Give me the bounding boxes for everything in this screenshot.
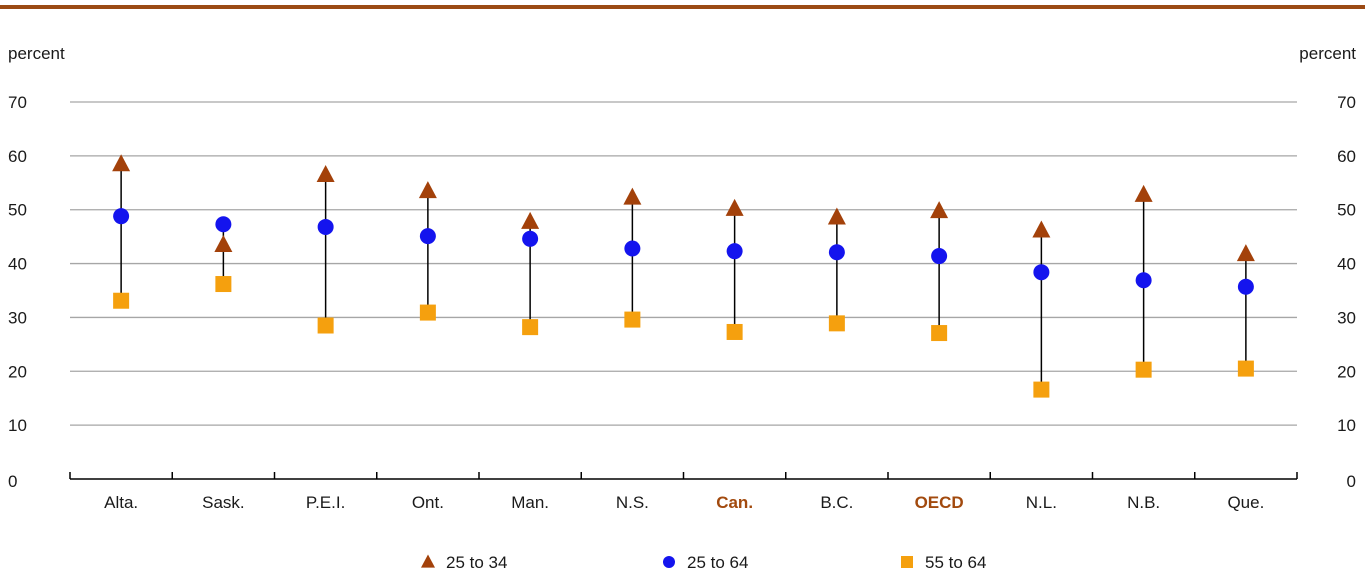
point-55-to-64 xyxy=(1033,381,1050,398)
y-tick-label-right: 30 xyxy=(1337,308,1356,327)
point-25-to-34 xyxy=(827,207,846,225)
y-tick-label-right: 60 xyxy=(1337,147,1356,166)
y-tick-label-left: 40 xyxy=(8,255,27,274)
data-markers xyxy=(112,154,1255,398)
x-category-label: Sask. xyxy=(202,493,245,512)
y-tick-label-right: 40 xyxy=(1337,255,1356,274)
legend-label: 25 to 34 xyxy=(446,553,507,572)
point-55-to-64 xyxy=(931,325,948,342)
y-tick-label-left: 60 xyxy=(8,147,27,166)
point-25-to-64 xyxy=(624,240,641,257)
y-tick-label-left: 0 xyxy=(8,472,17,491)
point-25-to-34 xyxy=(521,211,540,229)
point-55-to-64 xyxy=(113,292,130,309)
right-axis-unit-label: percent xyxy=(1299,44,1356,63)
legend-circle-icon xyxy=(663,556,675,568)
connector-lines xyxy=(120,163,1247,390)
point-55-to-64 xyxy=(726,323,743,340)
point-25-to-64 xyxy=(317,218,334,235)
point-55-to-64 xyxy=(624,311,641,328)
point-25-to-64 xyxy=(1135,272,1152,289)
point-25-to-34 xyxy=(418,181,437,199)
legend-triangle-icon xyxy=(421,554,435,568)
y-tick-label-left: 20 xyxy=(8,362,27,381)
y-tick-label-right: 50 xyxy=(1337,201,1356,220)
legend-label: 55 to 64 xyxy=(925,553,986,572)
left-axis-unit-label: percent xyxy=(8,44,65,63)
y-tick-label-left: 30 xyxy=(8,308,27,327)
point-55-to-64 xyxy=(522,319,539,336)
x-category-label: P.E.I. xyxy=(306,493,345,512)
legend: 25 to 34 25 to 64 55 to 64 xyxy=(421,553,986,572)
legend-label: 25 to 64 xyxy=(687,553,748,572)
point-55-to-64 xyxy=(419,304,436,321)
legend-square-icon xyxy=(901,556,913,568)
point-25-to-64 xyxy=(828,244,845,261)
x-category-label: N.B. xyxy=(1127,493,1160,512)
point-25-to-34 xyxy=(930,201,949,219)
y-tick-label-right: 0 xyxy=(1347,472,1356,491)
point-25-to-34 xyxy=(623,187,642,205)
x-category-label: OECD xyxy=(915,493,964,512)
top-rule xyxy=(0,5,1365,9)
point-25-to-64 xyxy=(1033,264,1050,281)
point-25-to-34 xyxy=(316,164,335,182)
point-55-to-64 xyxy=(317,317,334,334)
point-55-to-64 xyxy=(215,276,232,293)
point-25-to-34 xyxy=(1032,220,1051,238)
y-tick-label-left: 70 xyxy=(8,93,27,112)
x-category-label: N.L. xyxy=(1026,493,1057,512)
point-25-to-64 xyxy=(522,230,539,247)
point-25-to-64 xyxy=(113,208,130,225)
x-category-label: Ont. xyxy=(412,493,444,512)
point-55-to-64 xyxy=(828,315,845,332)
y-tick-label-right: 10 xyxy=(1337,416,1356,435)
y-tick-label-right: 20 xyxy=(1337,362,1356,381)
point-25-to-34 xyxy=(1236,244,1255,262)
point-25-to-64 xyxy=(419,228,436,245)
grid-lines xyxy=(70,101,1297,426)
x-category-label: Que. xyxy=(1227,493,1264,512)
x-category-label: Man. xyxy=(511,493,549,512)
point-25-to-64 xyxy=(726,243,743,260)
point-25-to-64 xyxy=(1237,278,1254,295)
point-55-to-64 xyxy=(1237,360,1254,377)
point-25-to-64 xyxy=(931,248,948,265)
x-category-label: Can. xyxy=(716,493,753,512)
x-category-label: Alta. xyxy=(104,493,138,512)
point-25-to-34 xyxy=(112,154,131,172)
y-tick-label-right: 70 xyxy=(1337,93,1356,112)
y-tick-label-left: 10 xyxy=(8,416,27,435)
point-25-to-34 xyxy=(214,235,233,253)
point-25-to-34 xyxy=(725,198,744,216)
x-axis xyxy=(69,472,1298,480)
point-25-to-64 xyxy=(215,216,232,233)
x-category-label: B.C. xyxy=(820,493,853,512)
axis-labels: 0 0 10 10 20 20 30 30 40 40 50 50 60 60 70 70 Alta. Sask.… xyxy=(8,93,1356,512)
y-tick-label-left: 50 xyxy=(8,201,27,220)
point-55-to-64 xyxy=(1135,361,1152,378)
point-25-to-34 xyxy=(1134,184,1153,202)
x-category-label: N.S. xyxy=(616,493,649,512)
